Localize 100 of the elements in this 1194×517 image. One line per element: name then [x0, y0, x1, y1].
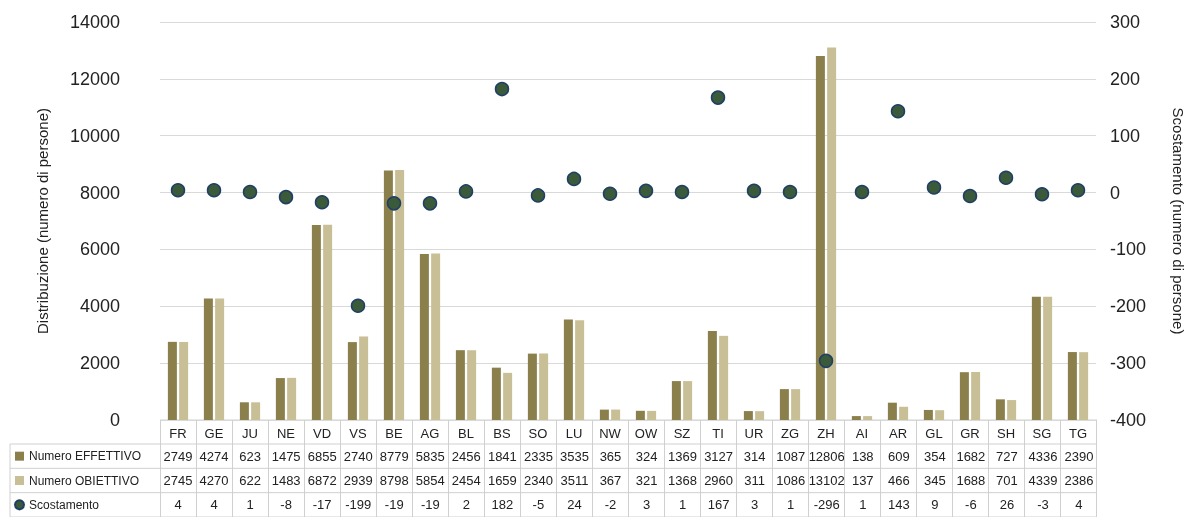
- data-label: -5: [532, 497, 545, 513]
- x-tick-label: TG: [1068, 426, 1088, 441]
- point: [386, 196, 402, 211]
- bar: [743, 411, 753, 420]
- bar: [287, 377, 297, 420]
- bar: [575, 320, 585, 420]
- point: [998, 170, 1014, 186]
- data-label: 6872: [307, 473, 337, 488]
- data-label: 6855: [307, 448, 337, 464]
- data-label: 3127: [704, 448, 734, 464]
- bar: [239, 402, 249, 420]
- bar: [1043, 296, 1053, 420]
- point: [278, 189, 294, 205]
- bar: [599, 409, 609, 420]
- x-tick-label: SH: [996, 426, 1016, 441]
- point: [350, 298, 366, 313]
- bar: [815, 55, 825, 420]
- data-label: 1369: [668, 448, 698, 464]
- data-label: 727: [996, 448, 1018, 464]
- y2-tick-label: -300: [1110, 353, 1147, 374]
- x-tick-label: AG: [420, 426, 440, 441]
- bar: [1007, 400, 1017, 420]
- data-label: 354: [923, 448, 946, 464]
- data-label: 138: [851, 448, 874, 464]
- bar: [527, 353, 537, 420]
- bar: [491, 367, 501, 420]
- data-label: 466: [887, 473, 910, 488]
- data-label: 1: [678, 497, 687, 513]
- y2-axis-title: Scostamento (numero di persone): [1170, 107, 1187, 335]
- bar: [779, 389, 789, 420]
- data-label: 1659: [487, 473, 517, 488]
- data-label: 143: [887, 497, 910, 513]
- y-tick-label: 0: [109, 410, 120, 430]
- data-label: 3535: [559, 448, 589, 464]
- point: [962, 188, 978, 204]
- bar: [1067, 352, 1077, 420]
- x-tick-label: LU: [565, 426, 583, 441]
- bar: [503, 372, 513, 420]
- x-tick-label: SZ: [673, 426, 691, 441]
- point: [458, 184, 474, 199]
- point: [890, 104, 906, 119]
- x-tick-label: BE: [385, 426, 403, 441]
- bar: [563, 319, 573, 420]
- x-tick-label: BS: [493, 426, 511, 441]
- bar: [707, 331, 717, 420]
- data-label: 9: [931, 497, 939, 513]
- data-label: 8798: [379, 473, 409, 488]
- bar: [959, 372, 969, 420]
- data-label: 24: [567, 497, 582, 513]
- y-tick-label: 2000: [79, 353, 120, 374]
- x-tick-label: FR: [169, 426, 187, 441]
- bar: [383, 170, 393, 420]
- point: [170, 183, 186, 198]
- bar: [827, 47, 837, 420]
- data-label: 1: [246, 497, 254, 513]
- data-label: 367: [599, 473, 622, 488]
- y-tick-label: 10000: [69, 125, 120, 146]
- data-label: 609: [887, 448, 910, 464]
- bar: [851, 416, 861, 420]
- bar: [611, 409, 621, 420]
- x-tick-label: NW: [599, 426, 622, 441]
- bar: [203, 298, 213, 420]
- data-label: 4: [1075, 497, 1083, 513]
- bar: [431, 253, 441, 420]
- point: [1034, 187, 1050, 202]
- legend-label: Numero OBIETTIVO: [29, 473, 140, 488]
- bar: [179, 341, 189, 420]
- data-label: 182: [491, 497, 514, 513]
- bar: [863, 416, 873, 420]
- point: [242, 184, 258, 200]
- data-label: -19: [384, 497, 404, 513]
- data-label: 1086: [776, 473, 806, 488]
- data-label: 2740: [343, 448, 373, 464]
- point: [710, 90, 726, 105]
- point: [206, 183, 222, 198]
- data-label: 137: [851, 473, 874, 488]
- y2-tick-label: -200: [1110, 296, 1147, 317]
- data-label: 8779: [379, 448, 409, 464]
- point: [422, 196, 438, 211]
- data-label: 311: [744, 473, 765, 488]
- point: [674, 184, 690, 200]
- data-label: -2: [604, 497, 617, 513]
- x-tick-label: VS: [349, 426, 367, 441]
- bar: [995, 399, 1005, 420]
- bar: [167, 341, 177, 420]
- x-tick-label: GR: [960, 426, 980, 441]
- bar: [755, 411, 765, 420]
- bar: [719, 335, 729, 420]
- data-label: 2939: [343, 473, 373, 488]
- data-label: 2745: [163, 473, 193, 488]
- bar: [251, 402, 261, 420]
- data-label: 321: [635, 473, 658, 488]
- y-tick-label: 12000: [69, 68, 120, 89]
- x-tick-label: UR: [744, 426, 764, 441]
- data-label: 1475: [271, 448, 301, 464]
- data-label: -8: [280, 497, 292, 513]
- point: [602, 186, 618, 201]
- bar: [539, 353, 549, 420]
- bar: [1079, 352, 1089, 420]
- y-tick-label: 14000: [69, 12, 120, 32]
